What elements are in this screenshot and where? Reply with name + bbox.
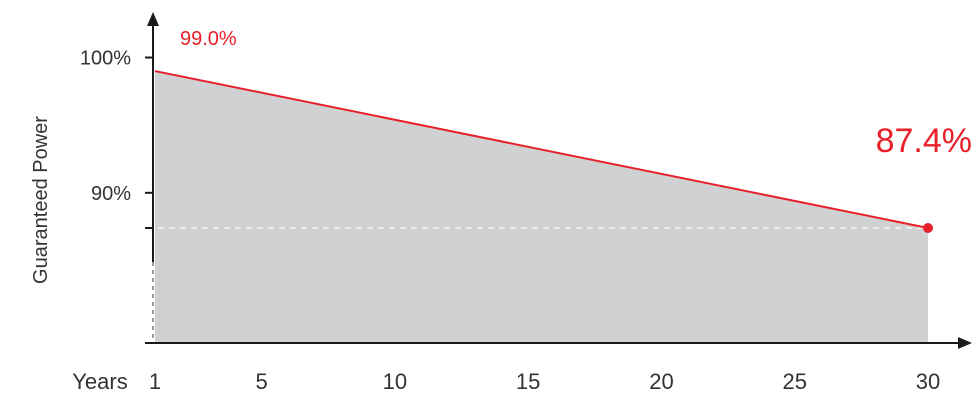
x-tick-label: 30 [916, 369, 940, 394]
x-tick-label: 10 [383, 369, 407, 394]
end-value-label: 87.4% [876, 122, 972, 160]
area-fill [155, 71, 928, 343]
x-tick-label: 15 [516, 369, 540, 394]
y-axis-label: Guaranteed Power [30, 116, 52, 284]
x-tick-label: 20 [649, 369, 673, 394]
x-ticks: 1 5 10 15 20 25 30 [149, 369, 940, 394]
series-line [154, 70, 929, 229]
y-tick-label: 100% [80, 48, 131, 70]
x-tick-label: 5 [255, 369, 267, 394]
y-ticks: 90% 100% [80, 48, 153, 229]
x-tick-label: 1 [149, 369, 161, 394]
x-axis-arrow-icon [958, 337, 972, 349]
x-axis-title: Years [72, 369, 127, 394]
x-tick-label: 25 [782, 369, 806, 394]
start-value-label: 99.0% [180, 28, 237, 50]
y-tick-label: 90% [91, 183, 131, 205]
y-axis-arrow-icon [147, 12, 159, 26]
end-data-point [923, 223, 933, 233]
